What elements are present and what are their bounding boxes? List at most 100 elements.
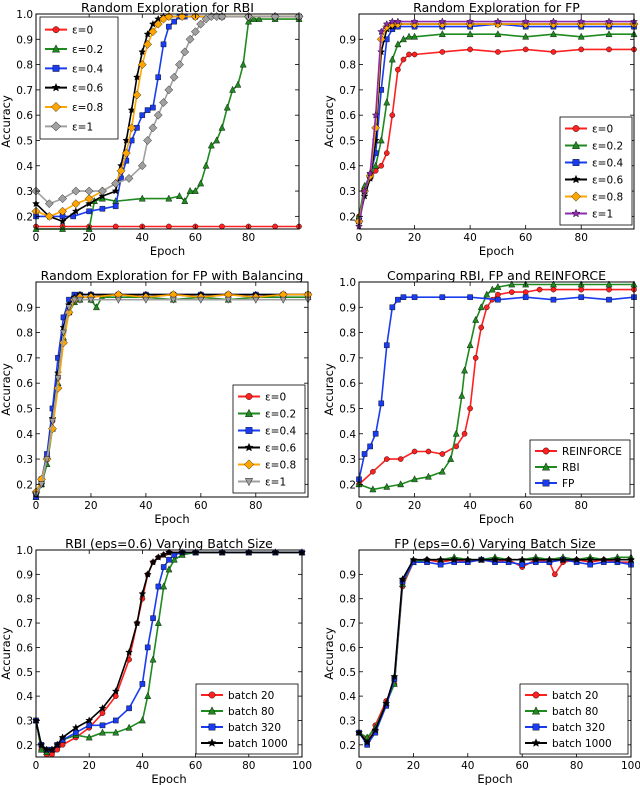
data-point [202,161,210,169]
data-point [138,589,147,598]
x-tick-label: 0 [356,232,363,244]
data-point [467,46,473,53]
data-point [438,17,447,25]
x-tick-label: 60 [516,760,529,772]
data-point [483,304,490,311]
data-point [93,303,100,311]
series-1 [356,286,637,488]
chart-title: Random Exploration for RBI [81,0,254,15]
legend: batch 20 batch 80 batch 320 batch 1000 [195,683,299,755]
data-point [116,166,126,176]
legend: batch 20 batch 80 batch 320 batch 1000 [519,683,629,755]
legend-label: ε=0 [72,25,93,37]
data-point [370,468,376,475]
chart-panel-6: 0 20 40 60 80 100 0.2 0.3 0.4 0.5 0.6 0.7 0.8 0.9 FP (… [322,536,640,785]
data-point [223,103,231,111]
data-point [272,223,278,230]
legend-label: ε=0.8 [72,102,103,114]
legend-label: ε=0.4 [72,63,103,75]
x-tick-label: 20 [408,232,421,244]
x-tick-label: 80 [570,760,583,772]
series-6 [32,296,312,499]
y-tick-label: 0.8 [16,594,33,606]
data-point [255,15,263,22]
legend-marker [208,723,216,731]
data-point [360,186,369,195]
legend-marker [244,478,254,487]
data-point [519,561,525,568]
data-point [363,738,372,746]
data-point [71,207,80,215]
data-point [197,179,205,187]
data-point [224,296,232,304]
data-point [605,280,613,288]
x-tick-label: 0 [33,232,40,244]
legend-marker [52,64,60,72]
data-point [126,705,132,712]
legend-label: RBI [562,462,580,474]
data-point [522,289,529,295]
series-6 [31,12,304,209]
data-point [450,555,459,564]
data-point [452,429,460,437]
data-point [84,194,94,204]
data-point [148,27,158,37]
y-tick-label: 0.8 [339,594,356,606]
data-point [137,161,147,171]
data-point [252,296,260,304]
y-tick-label: 0.7 [339,618,356,630]
data-point [178,548,187,556]
data-point [550,280,557,288]
data-point [389,304,396,311]
y-tick-label: 0.3 [339,454,356,466]
legend-label: batch 320 [228,722,281,734]
data-point [38,481,45,489]
y-tick-label: 0.2 [16,211,33,223]
data-point [218,548,227,556]
data-point [378,162,385,169]
y-tick-label: 0.3 [339,186,356,198]
data-point [250,15,258,22]
x-axis-label: Epoch [150,244,185,258]
legend-label: batch 20 [228,690,274,702]
data-point [185,34,195,44]
x-tick-label: 80 [249,500,262,512]
legend-label: ε=0.4 [265,426,296,438]
y-tick-label: 0.4 [16,691,33,703]
data-point [58,206,67,216]
x-tick-label: 20 [408,500,421,512]
data-point [137,60,147,69]
chart-title: Random Exploration for FP [413,0,580,15]
data-point [549,17,558,25]
data-point [572,555,581,564]
data-point [439,294,446,300]
data-point [160,41,167,48]
x-tick-label: 40 [463,232,476,244]
chart-title: Random Exploration for FP with Balancing [41,268,304,283]
data-point [191,187,199,194]
data-point [578,286,585,293]
y-tick-label: 0.4 [339,161,356,173]
data-point [98,186,107,196]
data-point [166,223,172,230]
data-point [180,47,190,57]
data-point [395,66,401,73]
data-point [85,733,93,741]
legend-box [39,16,119,140]
x-tick-label: 60 [189,760,202,772]
data-point [439,49,446,55]
data-point [113,693,119,699]
data-point [382,19,391,28]
data-point [436,555,445,564]
data-point [367,443,373,450]
x-tick-label: 20 [82,232,95,244]
y-axis-label: Accuracy [322,363,336,416]
data-point [406,51,412,58]
data-point [219,223,225,230]
data-point [175,60,184,69]
legend-label: ε=0.8 [265,460,296,472]
series-6 [355,17,638,230]
data-point [550,30,557,38]
data-point [531,555,540,564]
data-point [366,169,375,177]
